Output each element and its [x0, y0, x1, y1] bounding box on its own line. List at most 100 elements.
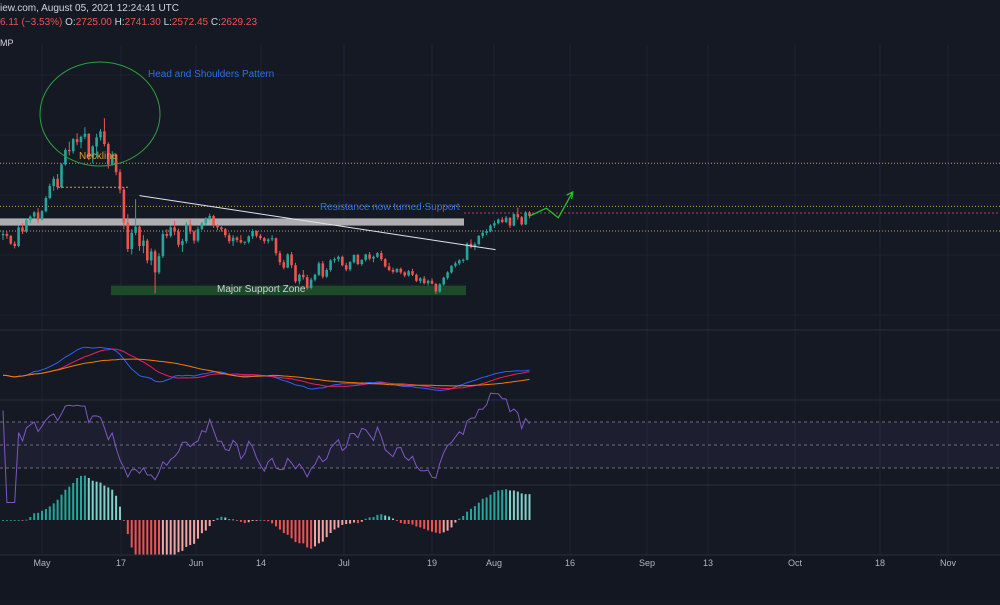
candle-body [32, 212, 36, 217]
high-value: 2741.30 [124, 17, 161, 28]
candle-body [227, 235, 231, 242]
candle-body [344, 265, 348, 270]
candle-body [302, 274, 305, 278]
resistance-support-label: Resistance now turned Support [320, 202, 460, 213]
histogram-bar [236, 520, 238, 521]
candle-body [337, 256, 340, 260]
histogram-bar [509, 490, 511, 520]
histogram-bar [310, 520, 313, 549]
histogram-bar [438, 520, 441, 534]
histogram-bar [37, 512, 40, 520]
ohlc-legend: 6.11 (−3.53%) O:2725.00 H:2741.30 L:2572… [0, 17, 257, 28]
time-axis-tick-label: 14 [256, 558, 266, 568]
histogram-bar [119, 506, 121, 520]
histogram-bar [306, 520, 309, 548]
low-value: 2572.45 [171, 17, 209, 28]
candle-body [247, 236, 250, 242]
histogram-bar [356, 520, 359, 524]
descending-trendline [139, 195, 496, 251]
rsi-line [2, 392, 530, 503]
candle-body [29, 216, 32, 221]
histogram-bar [431, 520, 433, 532]
histogram-bar [360, 520, 363, 522]
candle-body [309, 279, 313, 288]
candle-body [103, 131, 106, 144]
candle-body [9, 235, 13, 244]
symbol-fragment: MP [0, 38, 14, 48]
histogram-bar [91, 480, 94, 520]
histogram-bar [111, 489, 114, 520]
candle-body [173, 227, 176, 232]
histogram-bar [470, 508, 472, 520]
candle-body [454, 263, 457, 266]
histogram-bar [251, 520, 254, 521]
candle-body [380, 253, 383, 260]
candle-body [231, 237, 235, 242]
time-axis-tick-label: 13 [703, 558, 713, 568]
candle-body [107, 144, 110, 165]
candle-body [298, 274, 301, 282]
candle-body [341, 256, 344, 266]
time-axis[interactable]: May 17 Jun 14 Jul 19 Aug 16 Sep 13 Oct 18 Nov [0, 554, 1000, 600]
candle-body [313, 274, 317, 280]
histogram-bar [13, 520, 16, 521]
candle-body [87, 133, 91, 158]
close-label: C: [210, 17, 221, 28]
high-label: H: [114, 17, 125, 28]
histogram-bar [56, 499, 59, 520]
candle-body [493, 223, 496, 226]
neckline-label: Neckline [79, 151, 118, 162]
candle-body [356, 255, 360, 264]
major-support-zone [111, 285, 466, 296]
histogram-bar [208, 520, 211, 527]
histogram-bar [138, 520, 141, 566]
histogram-bar [489, 494, 492, 520]
histogram-bar [466, 511, 469, 520]
time-axis-tick-label: 18 [875, 558, 885, 568]
candle-body [95, 137, 98, 147]
candle-body [91, 146, 94, 158]
histogram-bar [48, 506, 51, 520]
candle-body [83, 133, 87, 137]
candle-body [368, 254, 371, 259]
histogram-bar [9, 520, 12, 521]
histogram-bar [329, 520, 332, 533]
histogram-bar [158, 520, 160, 578]
histogram-bar [220, 516, 223, 520]
projection-arrow-head [566, 190, 574, 200]
candle-body [181, 241, 184, 245]
histogram-bar [512, 490, 515, 520]
candle-body [512, 214, 516, 226]
change-value: 6.11 (−3.53%) [0, 17, 63, 28]
chart-drawings[interactable] [39, 61, 574, 251]
histogram-bar [298, 520, 301, 544]
candle-body [399, 268, 403, 273]
histogram-bar [372, 517, 375, 520]
candle-body [259, 235, 262, 239]
chart-source-date: iew.com, August 05, 2021 12:24:41 UTC [0, 3, 179, 14]
time-axis-tick-label: May [33, 558, 51, 568]
histogram-bar [64, 489, 67, 520]
histogram-bar [33, 513, 36, 520]
candle-body [44, 198, 48, 212]
histogram-bar [142, 520, 145, 569]
candle-body [481, 232, 484, 236]
histogram-bar [185, 520, 188, 547]
histogram-bar [454, 520, 457, 523]
histogram-bar [524, 494, 527, 520]
histogram-bar [68, 486, 71, 520]
candle-body [333, 259, 336, 261]
candle-body [504, 217, 508, 222]
candle-body [239, 240, 243, 243]
histogram-bar [52, 503, 55, 520]
candle-body [36, 212, 40, 220]
histogram-bar [275, 520, 277, 527]
candle-body [21, 227, 24, 232]
histogram-bar [224, 517, 227, 520]
candle-body [403, 272, 406, 276]
histogram-bar [161, 520, 164, 576]
histogram-bar [87, 477, 90, 520]
